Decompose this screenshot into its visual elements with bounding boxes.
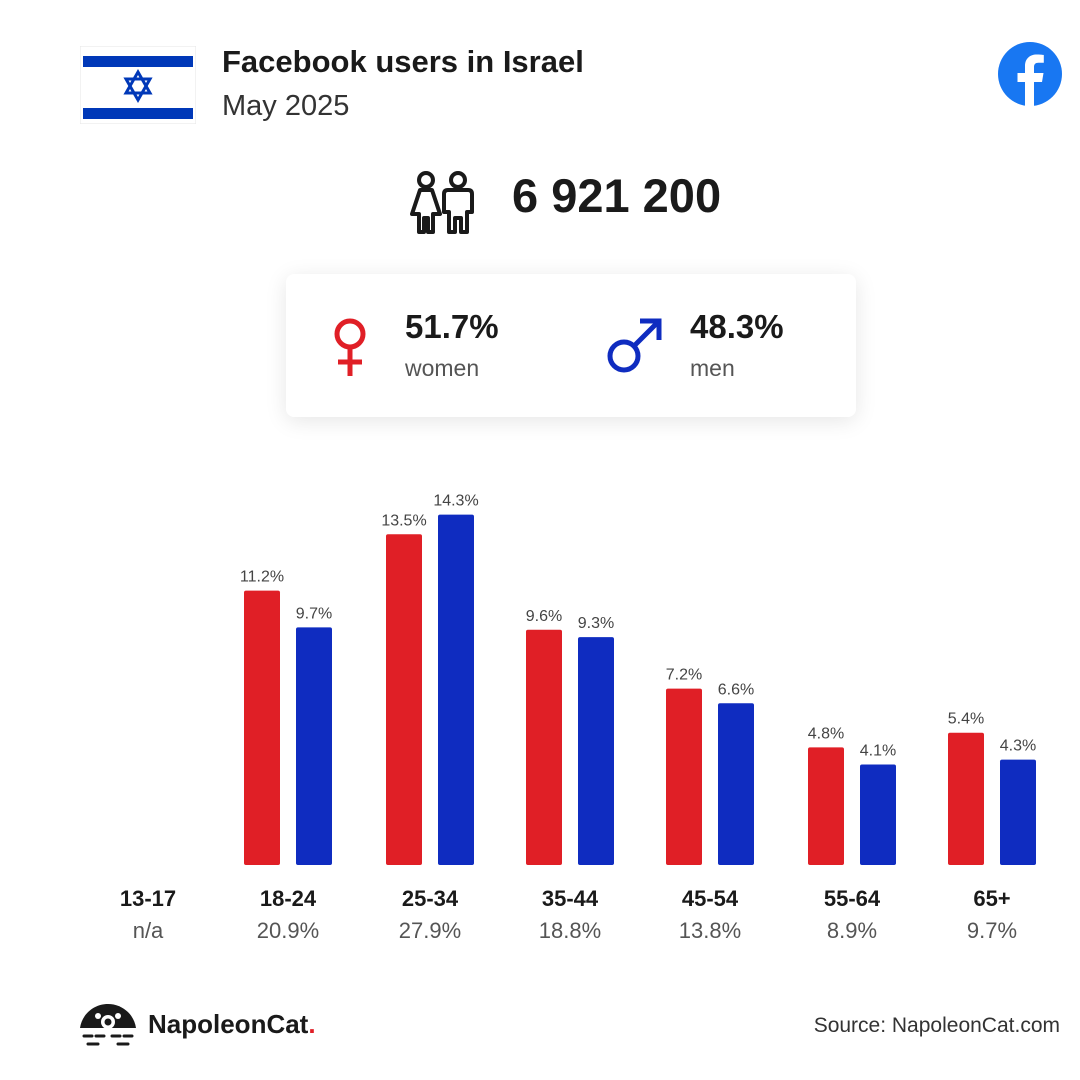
source-label: Source: NapoleonCat.com <box>813 1014 1060 1037</box>
category-total-55-64: 8.9% <box>827 918 877 943</box>
bar-women-45-54 <box>666 688 702 865</box>
men-label: men <box>690 355 735 381</box>
data-label-men-25-34: 14.3% <box>433 493 478 510</box>
napoleoncat-logo-icon <box>80 1004 136 1046</box>
data-label-women-45-54: 7.2% <box>666 667 702 684</box>
page-title: Facebook users in Israel <box>222 44 584 79</box>
age-gender-bar-chart: 13-17 n/a 11.2% 9.7% 18-24 20.9% 13.5% 14.3% 25-… <box>120 493 1036 943</box>
data-label-women-55-64: 4.8% <box>808 725 844 742</box>
category-total-18-24: 20.9% <box>257 918 319 943</box>
male-icon <box>607 318 662 373</box>
bar-men-18-24 <box>296 627 332 865</box>
data-label-women-25-34: 13.5% <box>381 512 426 529</box>
category-total-45-54: 13.8% <box>679 918 741 943</box>
bar-women-18-24 <box>244 590 280 865</box>
bar-men-65+ <box>1000 759 1036 865</box>
category-label-35-44: 35-44 <box>542 886 599 911</box>
category-label-13-17: 13-17 <box>120 886 176 911</box>
bar-men-45-54 <box>718 703 754 865</box>
category-total-65+: 9.7% <box>967 918 1017 943</box>
women-percentage: 51.7% <box>405 308 499 345</box>
napoleoncat-logo-text: NapoleonCat. <box>148 1009 316 1040</box>
data-label-women-35-44: 9.6% <box>526 608 562 625</box>
category-total-35-44: 18.8% <box>539 918 601 943</box>
brand-name: NapoleonCat <box>148 1009 309 1039</box>
israel-flag-icon <box>80 46 196 124</box>
data-label-women-18-24: 11.2% <box>240 569 284 586</box>
bar-women-65+ <box>948 732 984 865</box>
bar-men-55-64 <box>860 764 896 865</box>
brand-dot: . <box>308 1009 316 1039</box>
bar-men-25-34 <box>438 514 474 865</box>
page-subtitle: May 2025 <box>222 90 350 122</box>
people-icon <box>410 171 474 234</box>
data-label-men-65+: 4.3% <box>1000 738 1036 755</box>
bar-men-35-44 <box>578 637 614 865</box>
category-label-45-54: 45-54 <box>682 886 739 911</box>
category-total-13-17: n/a <box>133 918 164 943</box>
category-label-55-64: 55-64 <box>824 886 881 911</box>
bar-women-55-64 <box>808 747 844 865</box>
category-total-25-34: 27.9% <box>399 918 461 943</box>
bar-women-35-44 <box>526 629 562 865</box>
category-label-18-24: 18-24 <box>260 886 317 911</box>
data-label-men-55-64: 4.1% <box>860 743 896 760</box>
women-label: women <box>405 355 480 381</box>
gender-card: 51.7% women 48.3% men <box>286 274 856 417</box>
facebook-icon <box>998 42 1062 106</box>
data-label-men-18-24: 9.7% <box>296 605 332 622</box>
bar-women-25-34 <box>386 534 422 865</box>
category-label-65+: 65+ <box>973 886 1010 911</box>
data-label-women-65+: 5.4% <box>948 711 984 728</box>
female-icon <box>334 318 366 376</box>
category-label-25-34: 25-34 <box>402 886 459 911</box>
data-label-men-45-54: 6.6% <box>718 681 754 698</box>
men-percentage: 48.3% <box>690 308 784 345</box>
data-label-men-35-44: 9.3% <box>578 615 614 632</box>
total-users-count: 6 921 200 <box>512 169 722 222</box>
